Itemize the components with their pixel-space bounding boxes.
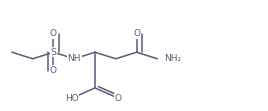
Text: O: O [133,29,140,38]
Text: HO: HO [65,94,79,103]
Text: NH₂: NH₂ [164,54,181,63]
Text: O: O [115,94,122,103]
Text: S: S [50,48,56,57]
Text: O: O [50,66,57,75]
Text: NH: NH [68,54,81,63]
Text: O: O [50,29,57,38]
